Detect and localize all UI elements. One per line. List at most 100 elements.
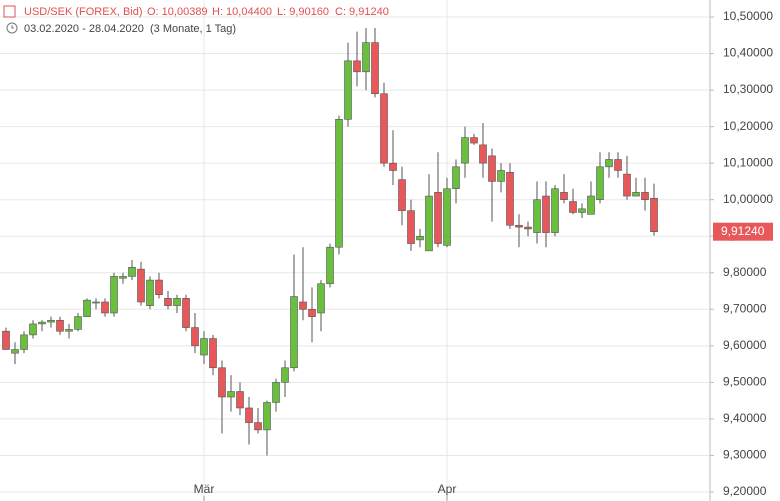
candle-body: [254, 422, 262, 431]
candle-body: [137, 268, 145, 303]
candle-body: [353, 60, 361, 73]
candle-body: [146, 279, 154, 306]
candle-body: [74, 316, 82, 330]
candle-body: [83, 299, 91, 317]
candle-body: [92, 301, 100, 304]
candle-body: [515, 224, 523, 228]
candle-body: [56, 319, 64, 332]
candle-body: [578, 208, 586, 213]
candle-body: [443, 188, 451, 246]
candle-body: [614, 159, 622, 171]
candle-body: [569, 201, 577, 213]
y-tick-label: 10,30000: [723, 82, 773, 96]
candle-body: [389, 162, 397, 171]
candle-body: [632, 192, 640, 197]
candle-body: [245, 407, 253, 423]
y-tick-label: 9,30000: [723, 448, 767, 462]
candle-body: [380, 93, 388, 164]
candle-body: [416, 235, 424, 241]
close-info: C: 9,91240: [335, 6, 389, 18]
chart-title: USD/SEK (FOREX, Bid): [24, 6, 143, 18]
candles: [2, 27, 658, 456]
candle-body: [497, 170, 505, 182]
candle-body: [281, 367, 289, 383]
candle-body: [650, 197, 658, 233]
candle-body: [299, 301, 307, 310]
candle-body: [326, 246, 334, 285]
y-tick-label: 9,50000: [723, 375, 767, 389]
y-tick-label: 10,00000: [723, 192, 773, 206]
y-tick-label: 9,70000: [723, 301, 767, 315]
open-info: O: 10,00389: [147, 6, 208, 18]
y-tick-label: 10,20000: [723, 119, 773, 133]
candle-body: [434, 192, 442, 244]
x-tick-label: Mär: [194, 482, 215, 496]
candle-body: [155, 279, 163, 295]
candle-body: [407, 210, 415, 244]
y-tick-label: 9,60000: [723, 338, 767, 352]
candle-body: [362, 42, 370, 73]
candle-body: [344, 60, 352, 120]
candle-body: [236, 391, 244, 409]
candle-body: [587, 195, 595, 215]
candle-body: [2, 330, 10, 350]
candle-body: [38, 321, 46, 325]
candle-body: [272, 382, 280, 403]
chart-icon: [3, 5, 16, 18]
candle-body: [308, 309, 316, 317]
candle-body: [263, 402, 271, 431]
candle-body: [317, 283, 325, 314]
candle-body: [461, 137, 469, 164]
candle-body: [191, 327, 199, 347]
candle-body: [182, 298, 190, 328]
x-tick-label: Apr: [438, 482, 457, 496]
candle-body: [29, 323, 37, 336]
candle-body: [119, 276, 127, 279]
clock-icon: [6, 22, 18, 34]
candle-body: [290, 296, 298, 369]
candle-body: [128, 266, 136, 277]
candle-body: [470, 137, 478, 144]
last-price-label: 9,91240: [721, 224, 765, 238]
date-range: 03.02.2020 - 28.04.2020: [24, 23, 144, 35]
clock-hands: [11, 25, 14, 29]
candle-body: [11, 349, 19, 354]
grid: [0, 0, 710, 501]
candle-body: [218, 367, 226, 398]
candle-body: [533, 199, 541, 233]
candle-body: [335, 119, 343, 248]
candle-body: [479, 144, 487, 164]
candle-body: [164, 298, 172, 306]
candle-body: [641, 192, 649, 200]
y-tick-label: 10,40000: [723, 46, 773, 60]
low-info: L: 9,90160: [277, 6, 329, 18]
candle-body: [227, 391, 235, 398]
candle-body: [65, 329, 73, 332]
candle-body: [623, 173, 631, 197]
candle-body: [542, 195, 550, 233]
y-tick-label: 10,50000: [723, 9, 773, 23]
candle-body: [425, 195, 433, 252]
candle-body: [101, 301, 109, 314]
candle-body: [398, 179, 406, 211]
candle-body: [110, 276, 118, 314]
y-tick-label: 10,10000: [723, 155, 773, 169]
candle-body: [20, 334, 28, 350]
candle-body: [560, 192, 568, 200]
candle-body: [524, 226, 532, 230]
y-tick-label: 9,80000: [723, 265, 767, 279]
y-tick-label: 9,40000: [723, 411, 767, 425]
high-info: H: 10,04400: [212, 6, 272, 18]
candle-body: [209, 338, 217, 369]
candle-body: [452, 166, 460, 190]
candle-body: [371, 42, 379, 95]
candle-body: [551, 188, 559, 233]
candle-body: [605, 159, 613, 168]
y-tick-label: 9,20000: [723, 484, 767, 498]
candle-body: [200, 338, 208, 356]
candle-body: [47, 319, 55, 323]
last-price-tag: [713, 222, 773, 241]
candle-body: [506, 171, 514, 226]
